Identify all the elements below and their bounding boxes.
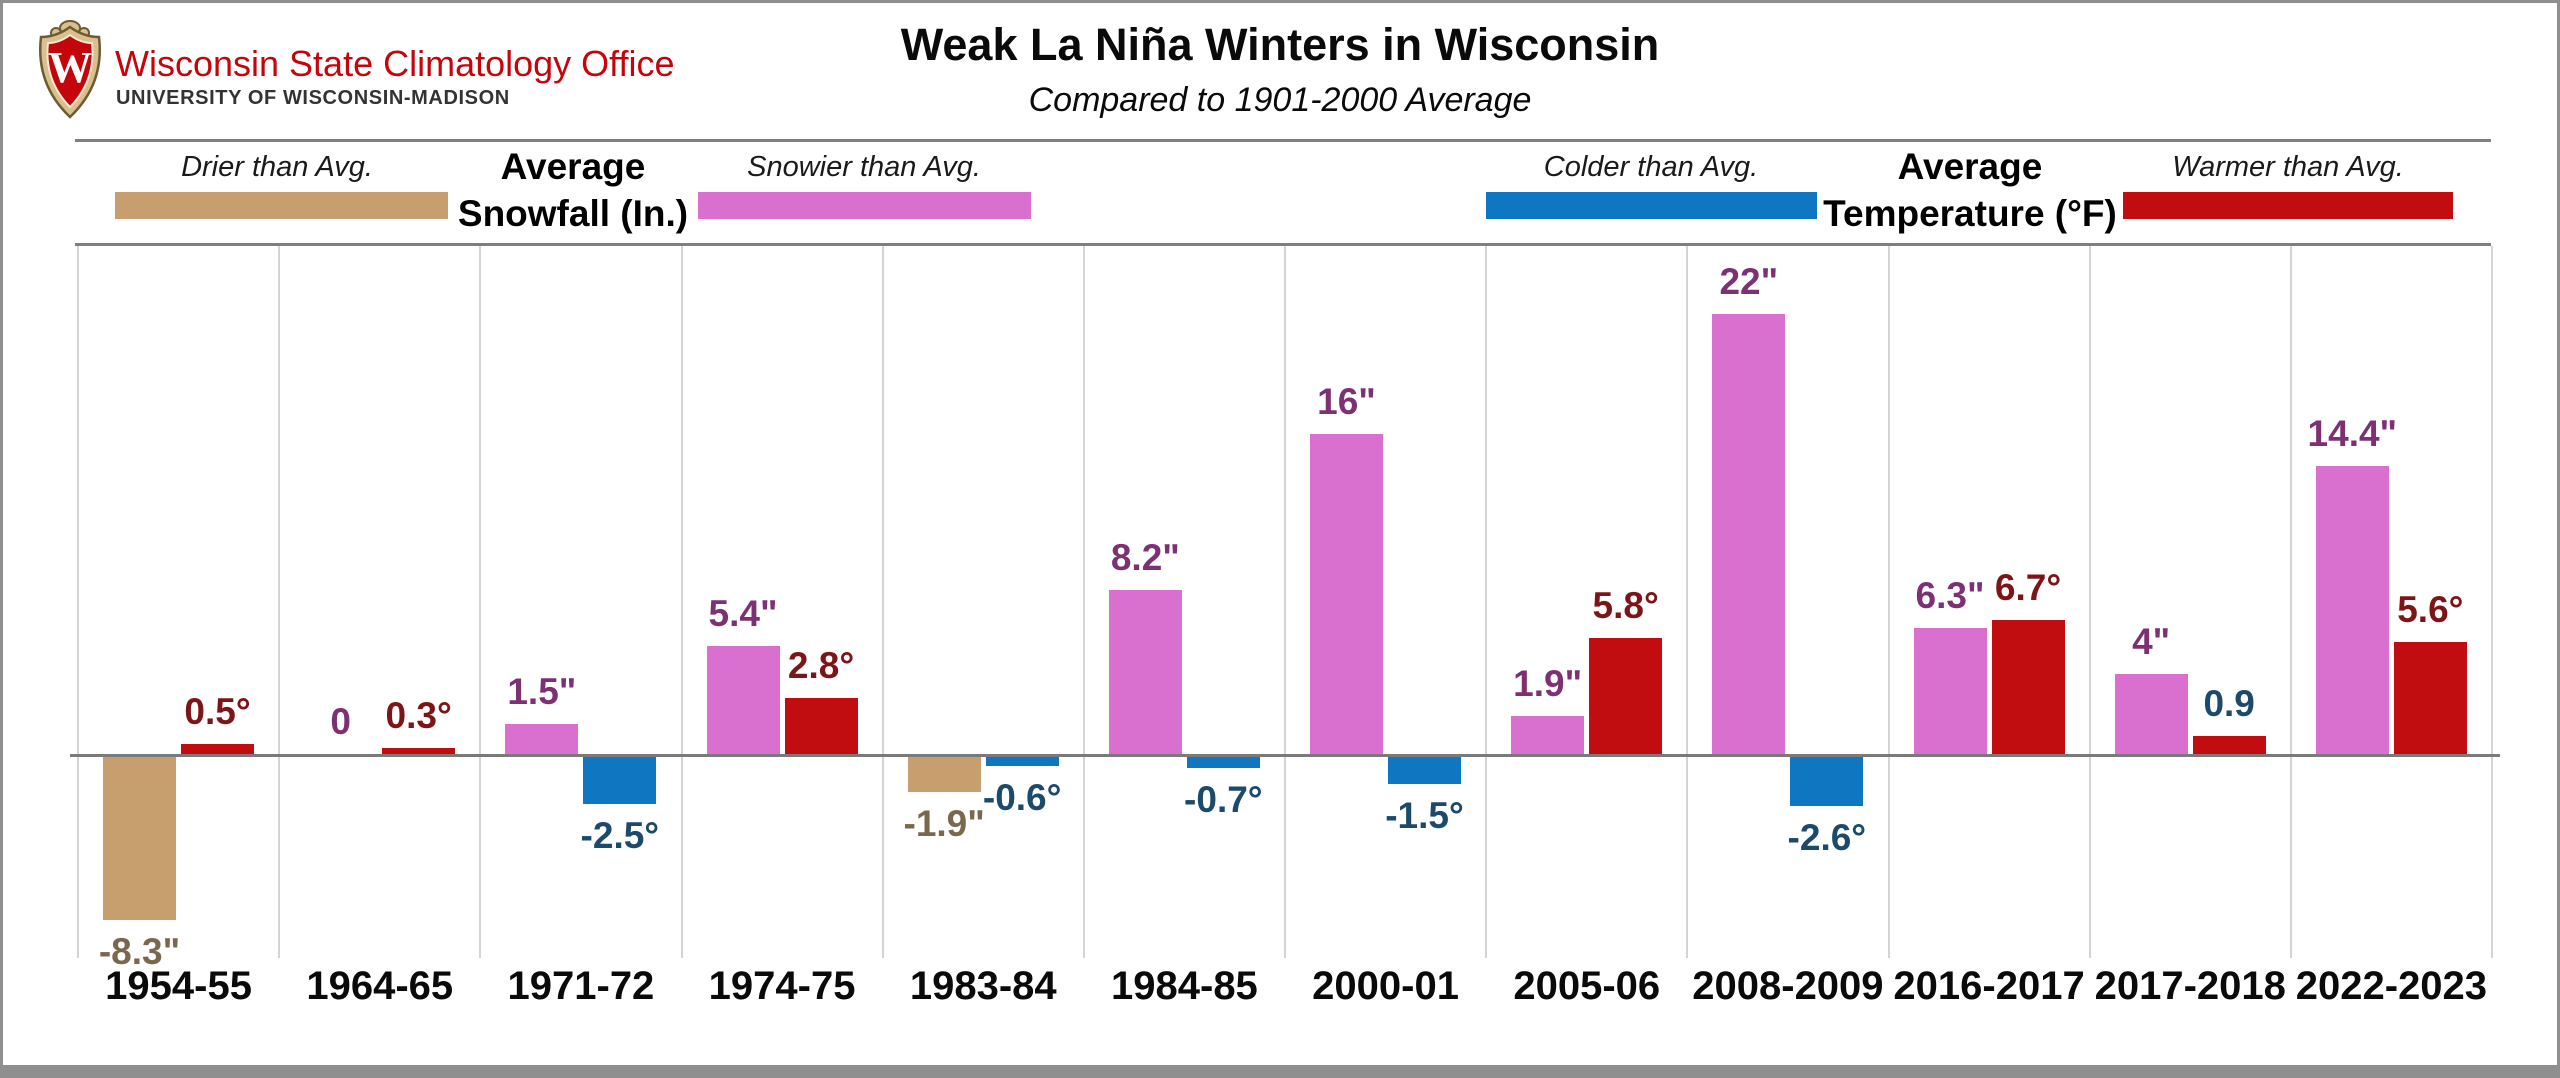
snowfall-value-label: 0 (330, 701, 351, 742)
uw-crest-logo: W (39, 20, 101, 119)
office-name: Wisconsin State Climatology Office (115, 43, 675, 84)
year-label: 2000-01 (1312, 964, 1459, 1008)
temperature-value-label: 5.6° (2397, 589, 2464, 630)
year-label: 1974-75 (708, 964, 856, 1008)
chart-area: -8.3" 0.5° 1954-55 0 0.3° 1964-65 1.5" -2.5° 197… (70, 246, 2500, 1008)
gridline (1485, 246, 1488, 958)
legend-snowfall-title: Average Snowfall (In.) (457, 146, 689, 234)
gridline (77, 246, 79, 958)
snowfall-value-label: 4" (2132, 621, 2171, 662)
year-label: 1983-84 (909, 964, 1057, 1008)
top-divider (75, 139, 2491, 142)
year-label: 2008-2009 (1692, 964, 1884, 1008)
legend-drier-label: Drier than Avg. (181, 151, 373, 183)
gridline (1284, 246, 1286, 958)
temperature-value-label: 5.8° (1592, 585, 1659, 626)
temperature-value-label: -2.6° (1787, 817, 1867, 858)
snowfall-value-label: -1.9" (903, 803, 985, 844)
year-label: 2016-2017 (1893, 964, 2085, 1008)
snowfall-bar (1511, 716, 1585, 754)
temperature-value-label: 2.8° (787, 645, 855, 686)
legend-colder-swatch (1486, 192, 1817, 219)
temperature-value-label: -0.6° (982, 777, 1062, 818)
svg-text:W: W (48, 43, 92, 92)
snowfall-bar (2114, 674, 2188, 754)
year-label: 1984-85 (1111, 964, 1258, 1008)
temperature-value-label: 0.3° (385, 695, 452, 736)
temperature-bar (985, 754, 1059, 766)
legend-warmer-swatch (2123, 192, 2453, 219)
gridline (1887, 246, 1890, 958)
chart-subtitle: Compared to 1901-2000 Average (1028, 81, 1532, 119)
snowfall-bar (1913, 628, 1987, 754)
temperature-bar (1991, 620, 2065, 754)
snowfall-bar (1108, 590, 1182, 754)
year-label: 2005-06 (1513, 964, 1661, 1008)
year-label: 2022-2023 (2295, 964, 2488, 1008)
legend-temperature-title: Average Temperature (°F) (1823, 146, 2117, 234)
snowfall-value-label: 22" (1719, 261, 1779, 302)
university-name: UNIVERSITY OF WISCONSIN-MADISON (116, 87, 510, 109)
snowfall-bar (1310, 434, 1383, 754)
snowfall-bar (103, 754, 176, 920)
temperature-bar (2192, 736, 2266, 754)
legend-warmer-label: Warmer than Avg. (2172, 151, 2404, 183)
gridline (1686, 246, 1689, 958)
snowfall-value-label: 8.2" (1110, 537, 1180, 578)
temperature-bar (181, 744, 254, 754)
snowfall-bar (505, 724, 579, 754)
temperature-bar (2393, 642, 2467, 754)
temperature-value-label: -1.5° (1385, 795, 1464, 836)
temperature-bar (784, 698, 858, 754)
temperature-bar (1790, 754, 1864, 806)
temperature-value-label: -0.7° (1184, 779, 1263, 820)
temperature-bar (1186, 754, 1260, 768)
snowfall-value-label: 16" (1317, 381, 1376, 422)
snowfall-value-label: 1.9" (1513, 663, 1583, 704)
gridline (2088, 246, 2091, 958)
temperature-bar (583, 754, 657, 804)
temperature-value-label: 0.9 (2203, 683, 2255, 724)
snowfall-value-label: 1.5" (507, 671, 577, 712)
year-label: 1971-72 (507, 964, 655, 1008)
snowfall-bar (706, 646, 780, 754)
temperature-bar (1388, 754, 1461, 784)
legend-colder-label: Colder than Avg. (1543, 151, 1759, 183)
year-label: 2017-2018 (2094, 964, 2286, 1008)
gridline (2289, 246, 2292, 958)
snowfall-value-label: 5.4" (708, 593, 778, 634)
temperature-value-label: 0.5° (184, 691, 251, 732)
gridline (278, 246, 281, 958)
chart-title: Weak La Niña Winters in Wisconsin (900, 19, 1660, 70)
temperature-value-label: 6.7° (1994, 567, 2062, 608)
temperature-value-label: -2.5° (580, 815, 660, 856)
legend-snowier-label: Snowier than Avg. (747, 151, 981, 183)
gridline (1082, 246, 1085, 958)
snowfall-bar (907, 754, 981, 792)
year-label: 1964-65 (306, 964, 454, 1008)
snowfall-value-label: 6.3" (1915, 575, 1985, 616)
snowfall-bar (2315, 466, 2389, 754)
gridline (479, 246, 482, 958)
zero-baseline (70, 754, 2500, 757)
legend-drier-swatch (115, 192, 448, 219)
snowfall-bar (1712, 314, 1786, 754)
temperature-bar (382, 748, 456, 754)
snowfall-value-label: -8.3" (98, 931, 181, 972)
legend-snowier-swatch (698, 192, 1031, 219)
gridline (881, 246, 884, 958)
snowfall-value-label: 14.4" (2307, 413, 2398, 454)
gridline (2491, 246, 2493, 958)
year-label: 1954-55 (105, 964, 252, 1008)
temperature-bar (1589, 638, 1663, 754)
legend-divider (75, 243, 2491, 246)
gridline (680, 246, 683, 958)
